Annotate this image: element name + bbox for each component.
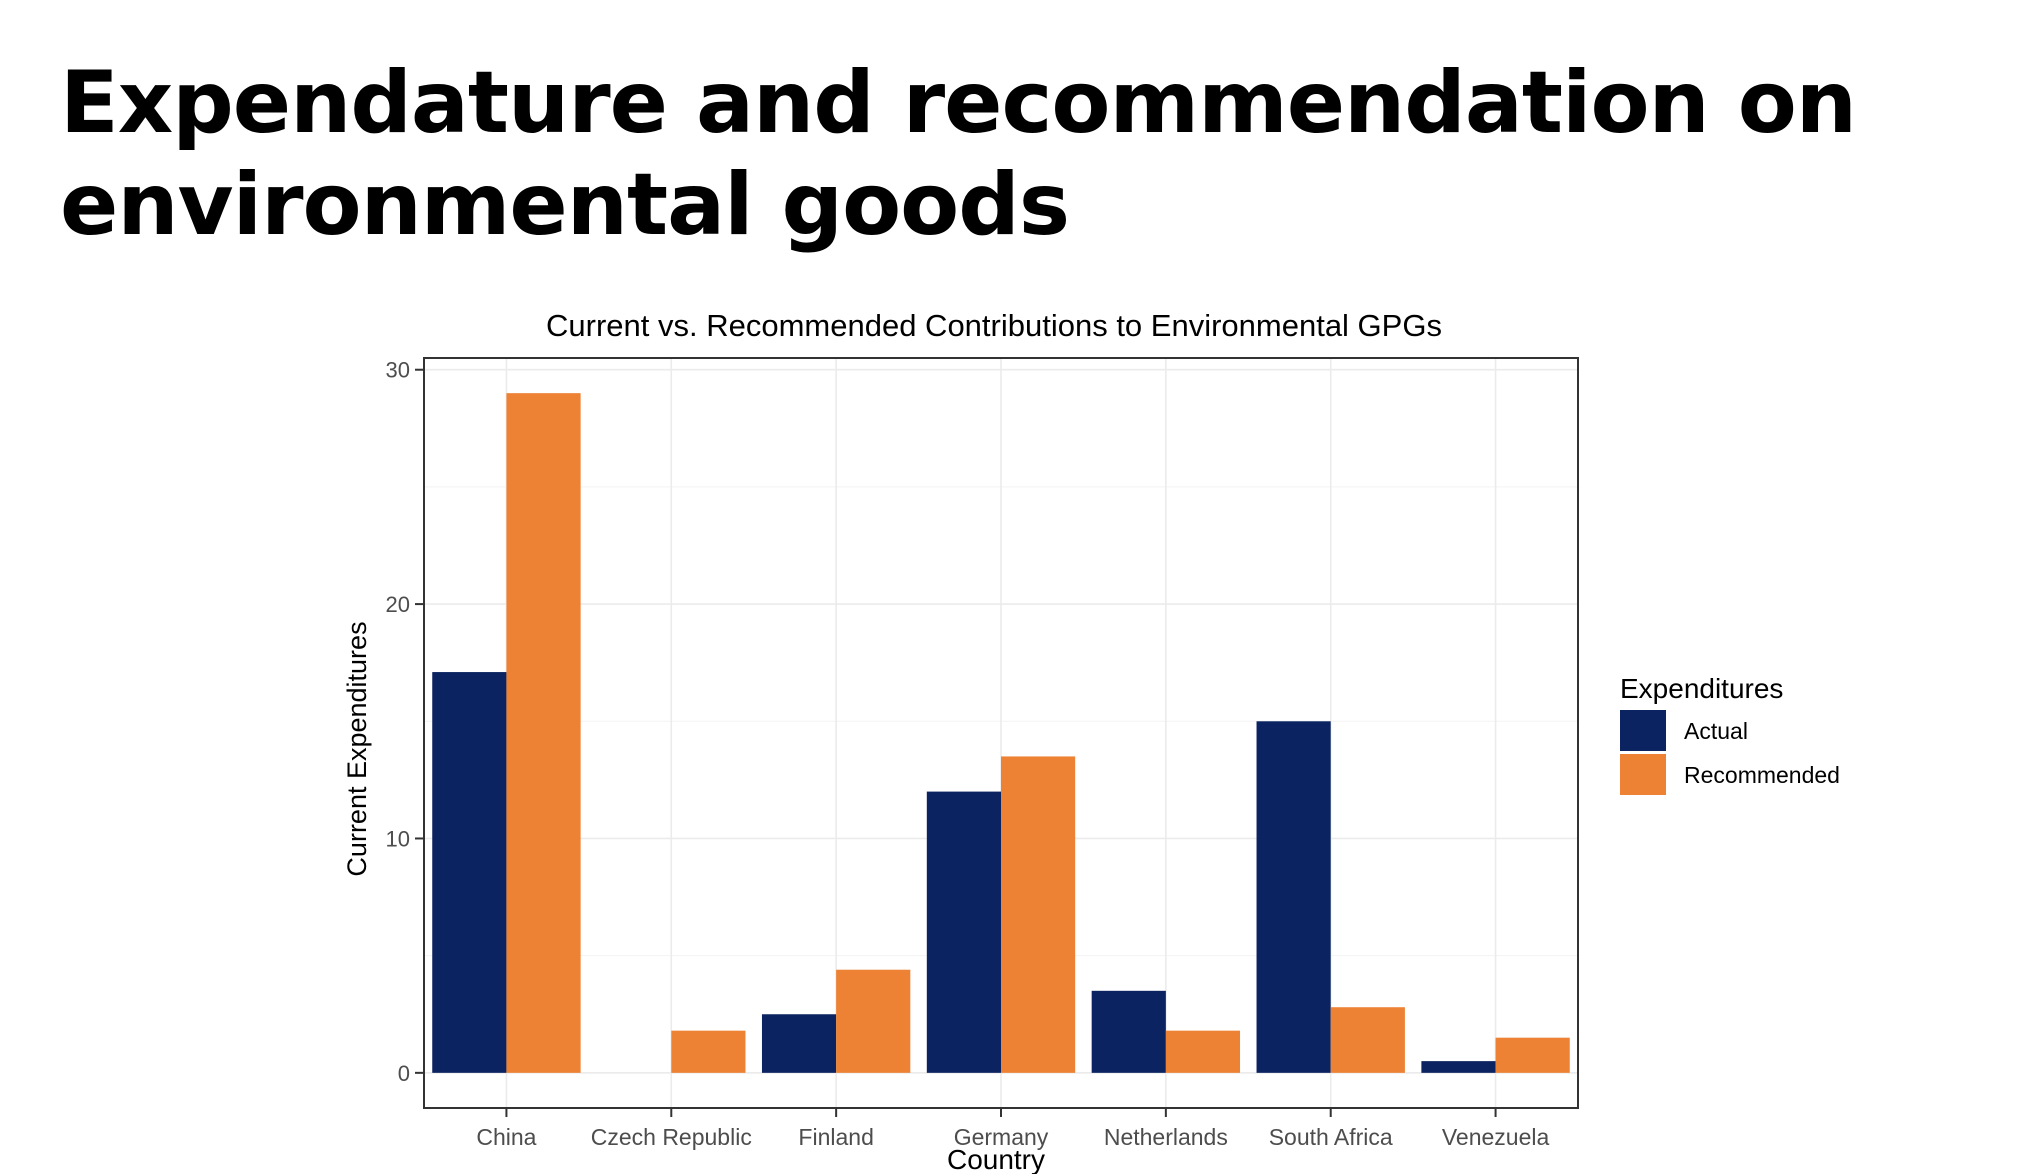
y-tick-label: 10: [386, 826, 410, 851]
bar-recommended-venezuela: [1495, 1037, 1570, 1073]
bar-recommended-south-africa: [1330, 1007, 1405, 1073]
x-tick-label: China: [476, 1124, 536, 1150]
x-tick-label: Netherlands: [1104, 1124, 1228, 1150]
legend-label: Actual: [1684, 718, 1748, 744]
bars: [432, 393, 1570, 1073]
bar-recommended-netherlands: [1165, 1030, 1241, 1073]
bar-actual-finland: [761, 1014, 837, 1073]
slide-title: Expendature and recommendation on enviro…: [60, 53, 1857, 255]
bar-actual-germany: [926, 791, 1001, 1073]
bar-recommended-finland: [836, 969, 911, 1073]
legend-title: Expenditures: [1620, 673, 1783, 704]
x-tick-label: Venezuela: [1442, 1124, 1550, 1150]
chart-title: Current vs. Recommended Contributions to…: [546, 308, 1442, 343]
y-tick-label: 30: [386, 358, 410, 383]
y-tick-label: 0: [398, 1061, 410, 1086]
bar-recommended-germany: [1001, 756, 1076, 1073]
bar-recommended-czech-republic: [671, 1030, 746, 1073]
bar-recommended-china: [506, 393, 581, 1073]
legend-key-recommended: [1620, 754, 1666, 795]
bar-actual-south-africa: [1256, 721, 1331, 1073]
legend-key-actual: [1620, 710, 1666, 751]
legend: Expenditures Actual Recommended: [1620, 673, 1840, 795]
y-axis-title: Current Expenditures: [342, 621, 372, 876]
x-tick-label: Germany: [954, 1124, 1049, 1150]
y-axis: 0 10 20 30: [386, 358, 424, 1086]
x-tick-label: South Africa: [1269, 1124, 1393, 1150]
bar-actual-netherlands: [1091, 990, 1166, 1073]
x-axis: China Czech Republic Finland Germany Netherl…: [476, 1108, 1549, 1150]
bar-actual-venezuela: [1421, 1061, 1496, 1073]
x-tick-label: Finland: [798, 1124, 873, 1150]
x-tick-label: Czech Republic: [591, 1124, 752, 1150]
x-axis-title: Country: [947, 1144, 1045, 1174]
y-tick-label: 20: [386, 592, 410, 617]
bar-actual-china: [432, 672, 507, 1073]
legend-label: Recommended: [1684, 762, 1840, 788]
